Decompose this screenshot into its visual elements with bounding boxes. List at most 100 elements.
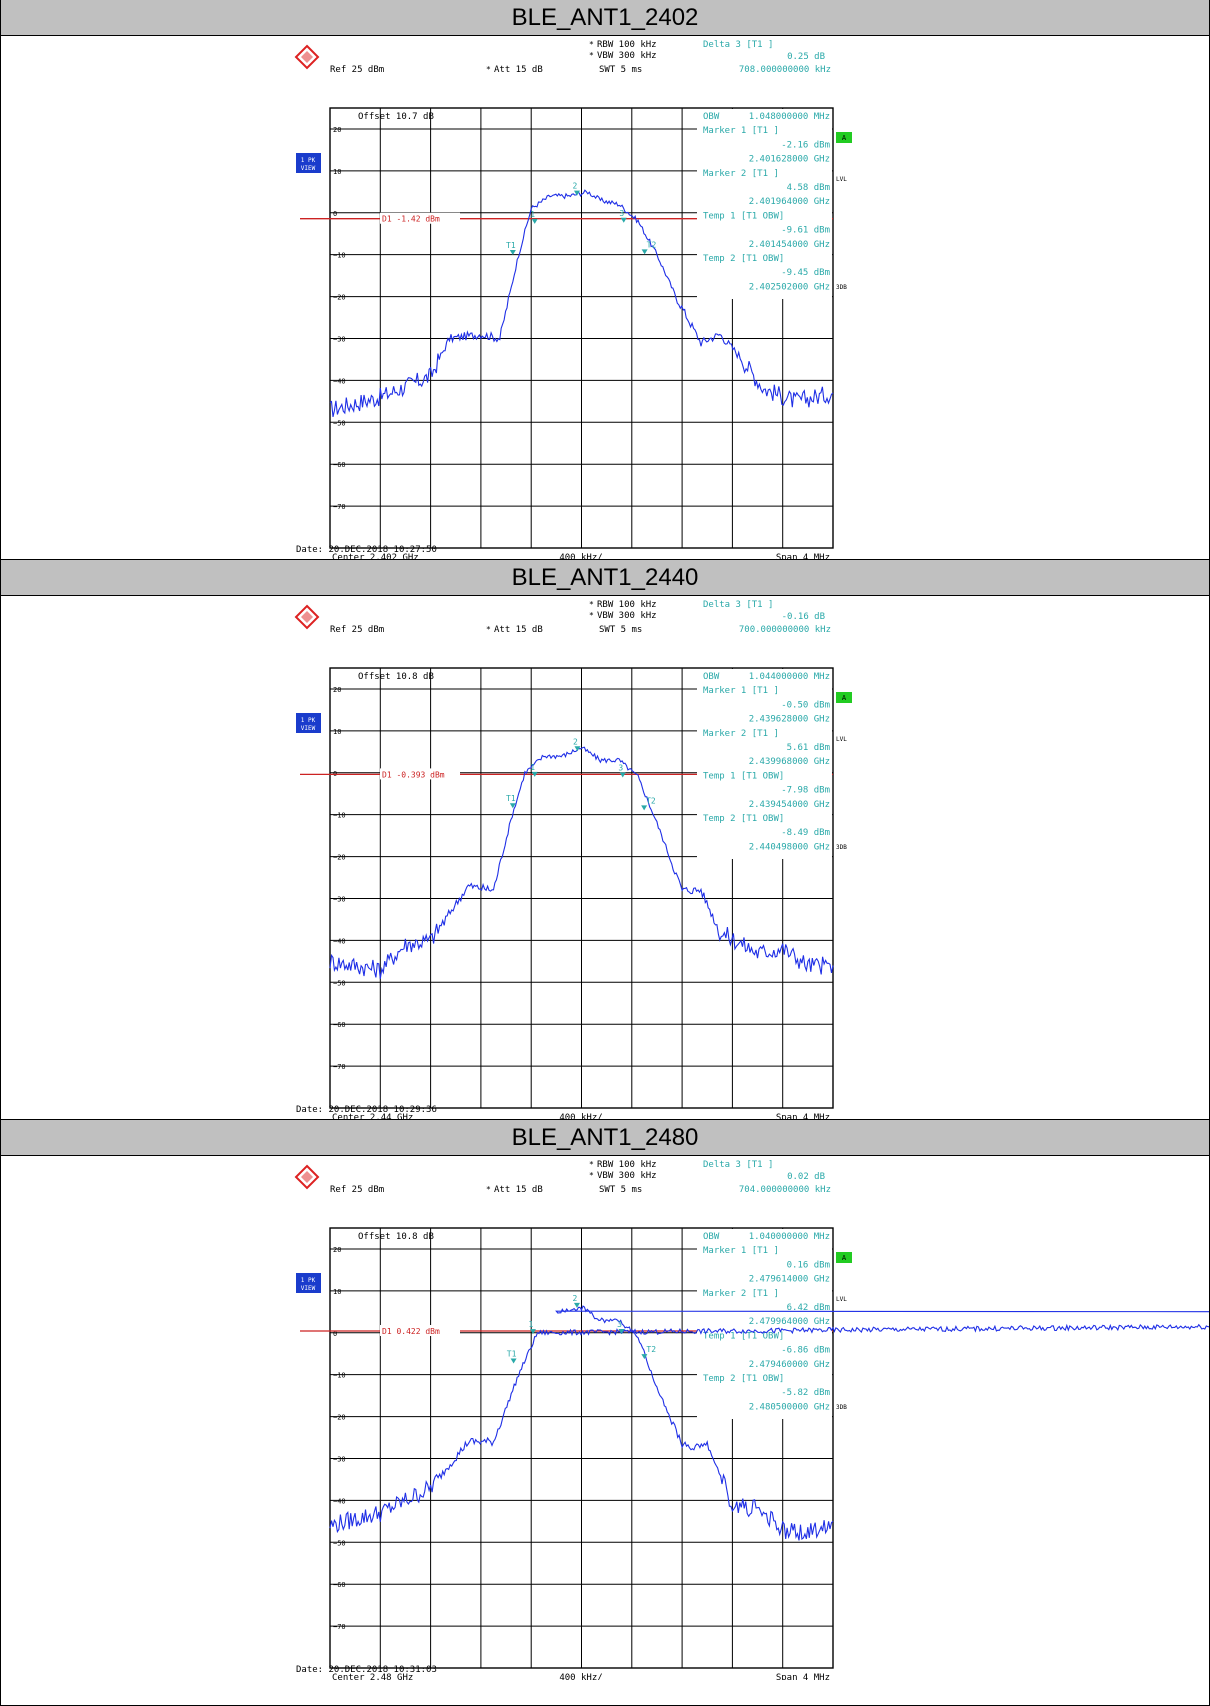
vbw-label: VBW 300 kHz — [597, 51, 657, 61]
measurement-section: BLE_ANT1_2480 * * * RBW 100 kHz VBW 300 kHz SW… — [1, 1119, 1210, 1683]
readout-value: 1.044000000 MHz — [749, 672, 830, 682]
measurement-section: BLE_ANT1_2440 * * * RBW 100 kHz VBW 300 kHz SW… — [1, 559, 1209, 1123]
y-tick-label: −70 — [333, 503, 346, 511]
offset-label: Offset 10.7 dB — [358, 112, 434, 122]
readout-value: 2.439968000 GHz — [749, 757, 830, 767]
trace-a-badge: A — [836, 1252, 852, 1263]
marker-2: 2 — [573, 737, 581, 752]
y-tick-label: 20 — [333, 686, 341, 694]
y-tick-label: −40 — [333, 1497, 346, 1505]
view-badge-top: 1 PK — [301, 157, 316, 164]
y-tick-label: −20 — [333, 854, 346, 862]
delta-marker-label: Delta 3 [T1 ] — [703, 40, 773, 50]
marker-3: 3 — [619, 209, 627, 223]
marker-1: 1 — [530, 763, 538, 777]
capture-date: Date: 20.DEC.2018 10:31:03 — [296, 1665, 437, 1675]
readout-label: Temp 1 [T1 OBW] — [703, 1331, 784, 1341]
marker-label: 1 — [530, 210, 535, 219]
readout-value: -0.50 dBm — [781, 700, 830, 710]
view-badge-top: 1 PK — [301, 1277, 316, 1284]
ref-level-label: Ref 25 dBm — [330, 625, 384, 635]
marker-label: T1 — [506, 794, 516, 803]
d1-label: D1 0.422 dBm — [380, 1324, 460, 1336]
swt-label: SWT 5 ms — [599, 65, 642, 75]
readout-label: Marker 2 [T1 ] — [703, 169, 779, 179]
y-tick-label: −60 — [333, 1581, 346, 1589]
marker-label: 1 — [529, 1320, 534, 1329]
marker-t1: T1 — [506, 241, 516, 256]
marker-triangle-icon — [531, 218, 538, 224]
marker-2: 2 — [573, 1294, 580, 1308]
readout-value: 2.480500000 GHz — [749, 1402, 830, 1412]
readout-label: OBW — [703, 112, 720, 122]
marker-label: T2 — [646, 1345, 656, 1354]
marker-label: 3 — [617, 1320, 622, 1329]
star-icon: * — [589, 600, 594, 609]
view-badge-bottom: VIEW — [301, 725, 316, 732]
section-divider — [1, 559, 1209, 560]
3db-label: 3DB — [836, 284, 847, 291]
attenuation-label: Att 15 dB — [494, 625, 543, 635]
star-icon: * — [486, 1185, 491, 1194]
y-tick-label: −50 — [333, 979, 346, 987]
marker-triangle-icon — [620, 217, 627, 223]
y-tick-label: −30 — [333, 1455, 346, 1463]
analyzer-panel: * * * RBW 100 kHz VBW 300 kHz SWT 5 ms Ref 25 … — [1, 1156, 1210, 1683]
y-tick-label: 10 — [333, 168, 341, 176]
star-icon: * — [486, 65, 491, 74]
readout-label: OBW — [703, 672, 720, 682]
view-badge-top: 1 PK — [301, 717, 316, 724]
division-label: 400 kHz/ — [559, 1113, 602, 1120]
readout-label: Temp 2 [T1 OBW] — [703, 1374, 784, 1384]
capture-date: Date: 20.DEC.2018 10:27:50 — [296, 545, 437, 555]
rbw-label: RBW 100 kHz — [597, 600, 657, 610]
y-tick-label: −50 — [333, 419, 346, 427]
y-tick-label: −20 — [333, 1414, 346, 1422]
d1-label: D1 -1.42 dBm — [380, 212, 460, 224]
division-label: 400 kHz/ — [559, 1673, 602, 1680]
rs-logo-icon — [294, 44, 320, 70]
readout-value: 2.479460000 GHz — [749, 1360, 830, 1370]
marker-readout-block: OBW 1.048000000 MHz Marker 1 [T1 ]-2.16 dB… — [697, 109, 832, 299]
readout-value: 2.401964000 GHz — [749, 197, 830, 207]
readout-value: -5.82 dBm — [781, 1388, 830, 1398]
readout-label: Temp 1 [T1 OBW] — [703, 211, 784, 221]
capture-date: Date: 20.DEC.2018 10:29:36 — [296, 1105, 437, 1115]
marker-triangle-icon — [641, 805, 648, 811]
y-tick-label: 10 — [333, 1288, 341, 1296]
delta-marker-value: -0.16 dB — [782, 612, 825, 622]
lvl-label: LVL — [836, 736, 847, 743]
vbw-label: VBW 300 kHz — [597, 1171, 657, 1181]
marker-label: 3 — [618, 764, 623, 773]
readout-value: -8.49 dBm — [781, 828, 830, 838]
star-icon: * — [589, 1171, 594, 1180]
marker-t1: T1 — [506, 794, 516, 809]
marker-readout-block: OBW 1.040000000 MHz Marker 1 [T1 ] 0.16 dBm… — [697, 1229, 832, 1419]
rs-logo-icon — [294, 604, 320, 630]
readout-value: -9.61 dBm — [781, 226, 830, 236]
readout-value: 6.42 dBm — [787, 1303, 830, 1313]
readout-value: 2.401628000 GHz — [749, 155, 830, 165]
marker-label: 2 — [573, 737, 578, 746]
marker-triangle-icon — [509, 250, 516, 256]
y-tick-label: 20 — [333, 1246, 341, 1254]
star-icon: * — [589, 1160, 594, 1169]
readout-label: Temp 1 [T1 OBW] — [703, 771, 784, 781]
span-label: Span 4 MHz — [776, 553, 830, 560]
trace-a-label: A — [842, 694, 847, 702]
trace-a-label: A — [842, 134, 847, 142]
y-tick-label: −60 — [333, 1021, 346, 1029]
d1-label: D1 -0.393 dBm — [380, 768, 460, 780]
vbw-label: VBW 300 kHz — [597, 611, 657, 621]
marker-2: 2 — [573, 182, 580, 196]
rbw-label: RBW 100 kHz — [597, 40, 657, 50]
y-tick-label: −10 — [333, 812, 346, 820]
delta-marker-label: Delta 3 [T1 ] — [703, 600, 773, 610]
offset-label: Offset 10.8 dB — [358, 1232, 434, 1242]
3db-label: 3DB — [836, 1404, 847, 1411]
readout-value: 2.439454000 GHz — [749, 800, 830, 810]
